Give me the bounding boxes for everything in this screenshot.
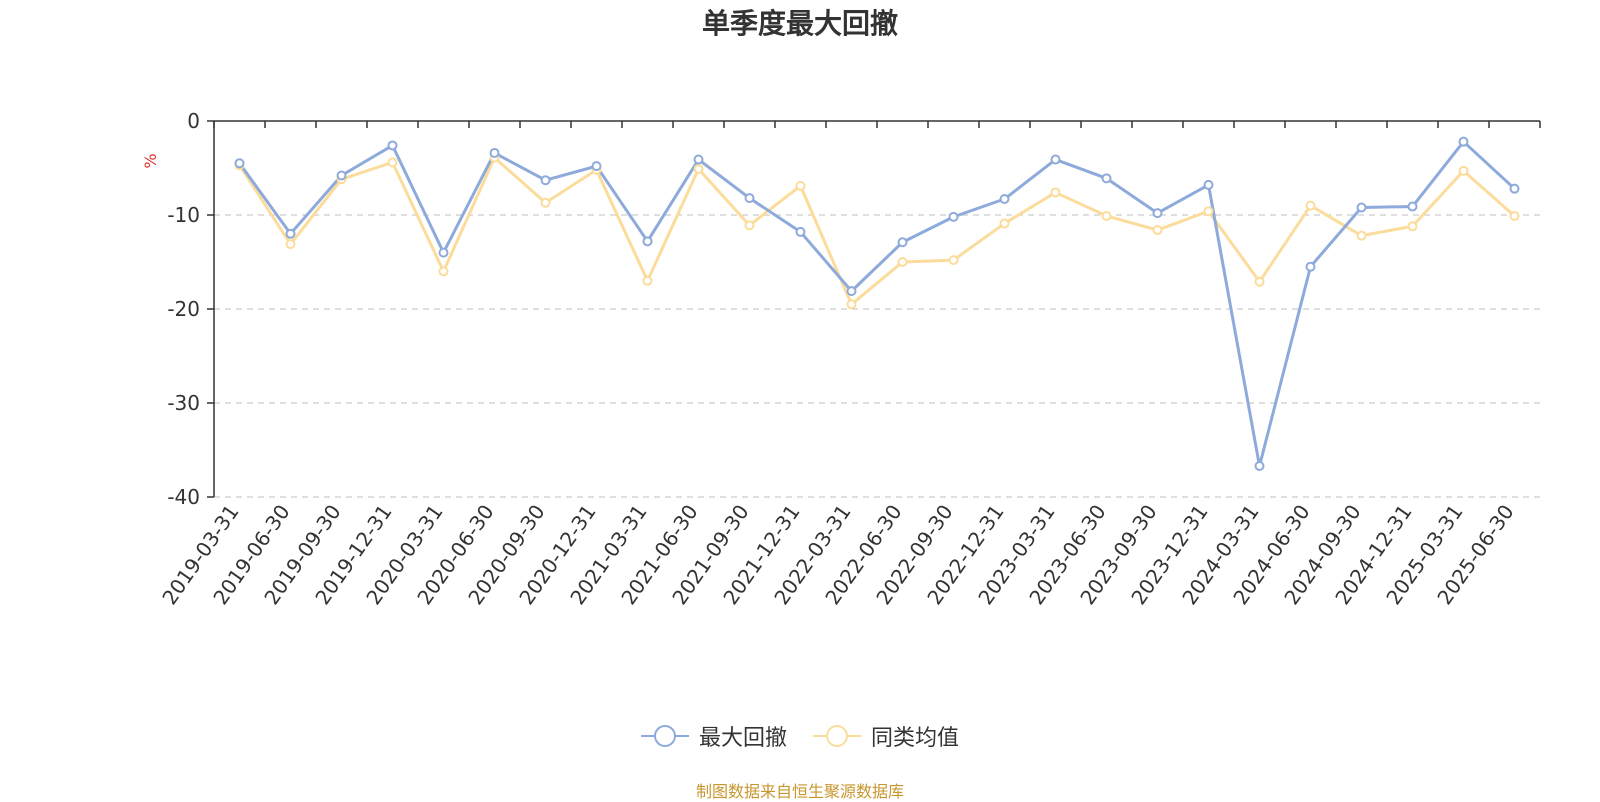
- data-point-series-2: [999, 218, 1010, 229]
- series-line-1: [238, 140, 1516, 468]
- data-point-series-2: [285, 239, 296, 250]
- data-point-series-1: [591, 161, 602, 172]
- data-point-series-2: [1458, 165, 1469, 176]
- data-point-series-2: [1305, 200, 1316, 211]
- data-point-series-2: [1254, 276, 1265, 287]
- data-point-series-2: [1203, 206, 1214, 217]
- data-point-series-2: [1050, 187, 1061, 198]
- data-point-series-1: [795, 226, 806, 237]
- data-point-series-1: [1356, 202, 1367, 213]
- axes: [207, 120, 1541, 498]
- y-axis-unit-label: %: [141, 153, 160, 168]
- data-point-series-2: [1407, 221, 1418, 232]
- data-point-series-1: [897, 237, 908, 248]
- data-point-series-1: [1305, 261, 1316, 272]
- x-tick-labels: 2019-03-312019-06-302019-09-302019-12-31…: [157, 500, 1518, 609]
- data-point-series-1: [1203, 179, 1214, 190]
- source-note: 制图数据来自恒生聚源数据库: [695, 782, 904, 801]
- data-point-series-2: [1101, 210, 1112, 221]
- series-points: [234, 136, 1520, 471]
- data-point-series-1: [438, 247, 449, 258]
- data-point-series-1: [948, 211, 959, 222]
- data-point-series-1: [1101, 173, 1112, 184]
- series-line-2: [238, 156, 1516, 306]
- data-point-series-1: [1509, 183, 1520, 194]
- data-point-series-1: [999, 194, 1010, 205]
- grid-lines: [214, 214, 1540, 498]
- data-point-series-1: [489, 147, 500, 158]
- data-point-series-2: [540, 197, 551, 208]
- data-point-series-2: [693, 163, 704, 174]
- data-point-series-2: [897, 257, 908, 267]
- data-point-series-1: [285, 228, 296, 239]
- data-point-series-1: [1152, 208, 1163, 219]
- y-tick-label: -10: [167, 203, 200, 227]
- y-tick-label: -20: [167, 297, 200, 321]
- data-point-series-1: [693, 154, 704, 165]
- data-point-series-1: [336, 170, 347, 181]
- data-point-series-1: [387, 140, 398, 151]
- y-tick-labels: 0 -10 -20 -30 -40: [167, 109, 200, 509]
- data-point-series-1: [846, 286, 857, 297]
- legend-label-series-1: 最大回撤: [698, 726, 787, 751]
- data-point-series-1: [234, 158, 245, 169]
- data-point-series-1: [744, 193, 755, 204]
- data-point-series-2: [1509, 210, 1520, 221]
- data-point-series-1: [1254, 460, 1265, 471]
- data-point-series-2: [948, 255, 959, 266]
- data-point-series-1: [1458, 136, 1469, 147]
- series-lines: [238, 140, 1516, 468]
- legend-marker-series-1: [640, 725, 689, 747]
- data-point-series-1: [642, 236, 653, 247]
- legend-label-series-2: 同类均值: [871, 726, 960, 751]
- data-point-series-2: [642, 275, 653, 286]
- data-point-series-1: [540, 175, 551, 186]
- legend-marker-series-2: [813, 725, 861, 747]
- data-point-series-2: [438, 266, 449, 277]
- data-point-series-2: [846, 299, 857, 310]
- legend-item-series-2[interactable]: 同类均值: [813, 720, 959, 752]
- data-point-series-1: [1050, 154, 1061, 165]
- data-point-series-1: [1407, 201, 1418, 212]
- y-tick-label: 0: [187, 109, 200, 133]
- legend-item-series-1[interactable]: 最大回撤: [640, 720, 787, 752]
- data-point-series-2: [1152, 225, 1163, 236]
- chart-title: 单季度最大回撤: [701, 7, 898, 40]
- data-point-series-2: [1356, 230, 1367, 241]
- y-tick-label: -30: [167, 391, 200, 415]
- data-point-series-2: [744, 220, 755, 231]
- legend: 最大回撤 同类均值: [0, 720, 1600, 752]
- data-point-series-2: [387, 157, 398, 168]
- data-point-series-2: [795, 180, 806, 191]
- y-tick-label: -40: [167, 485, 200, 509]
